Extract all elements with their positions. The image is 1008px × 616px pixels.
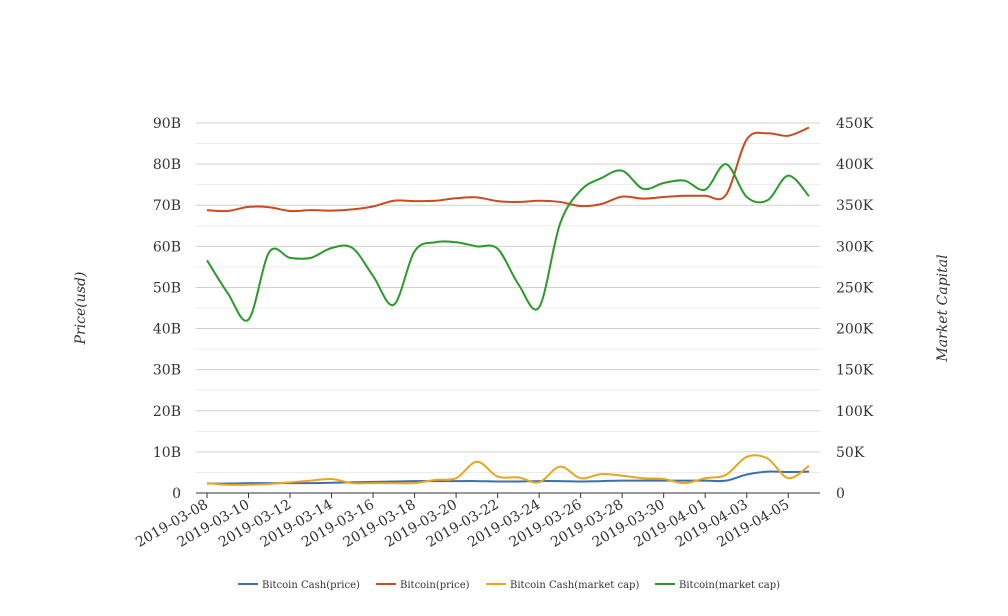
y-tick-label-right: 150K (836, 363, 874, 379)
y-tick-label-right: 250K (836, 280, 874, 296)
y-tick-label-left: 70B (153, 198, 181, 214)
x-axis: 2019-03-082019-03-102019-03-122019-03-14… (133, 493, 792, 551)
legend-label: Bitcoin Cash(market cap) (510, 580, 639, 591)
legend-label: Bitcoin(price) (400, 580, 470, 591)
legend: Bitcoin Cash(price) Bitcoin(price) Bitcoin… (238, 580, 780, 591)
y-tick-label-right: 450K (836, 116, 874, 132)
y-tick-label-left: 90B (153, 116, 181, 132)
y-tick-label-left: 50B (153, 280, 181, 296)
y-tick-label-left: 0 (172, 486, 181, 502)
series-layer (206, 126, 810, 486)
y-tick-label-left: 10B (153, 445, 181, 461)
y-tick-label-right: 0 (836, 486, 845, 502)
y-tick-label-right: 350K (836, 198, 874, 214)
grid-lines (196, 122, 820, 494)
y-axis-title-right: Market Capital (935, 254, 951, 362)
y-tick-label-left: 60B (153, 239, 181, 255)
series-line-bitcoin-price (206, 126, 810, 213)
y-tick-label-right: 400K (836, 157, 874, 173)
y-tick-label-left: 80B (153, 157, 181, 173)
y-tick-label-right: 200K (836, 322, 874, 338)
y-tick-label-left: 20B (153, 404, 181, 420)
series-line-bitcoin-cash-market-cap (206, 454, 810, 486)
right-axis: 0 50K 100K 150K 200K 250K 300K 350K 400K 450K (836, 116, 874, 502)
legend-label: Bitcoin(market cap) (679, 580, 780, 591)
y-tick-label-right: 50K (836, 445, 865, 461)
y-tick-label-right: 100K (836, 404, 874, 420)
series-line-bitcoin-market-cap (206, 163, 810, 322)
left-axis: 0 10B 20B 30B 40B 50B 60B 70B 80B 90B (153, 116, 181, 502)
series-line-bitcoin-cash-price (206, 470, 810, 485)
y-axis-title-left: Price(usd) (73, 272, 89, 346)
y-tick-label-right: 300K (836, 239, 874, 255)
y-tick-label-left: 30B (153, 363, 181, 379)
legend-label: Bitcoin Cash(price) (262, 580, 360, 591)
y-tick-label-left: 40B (153, 322, 181, 338)
